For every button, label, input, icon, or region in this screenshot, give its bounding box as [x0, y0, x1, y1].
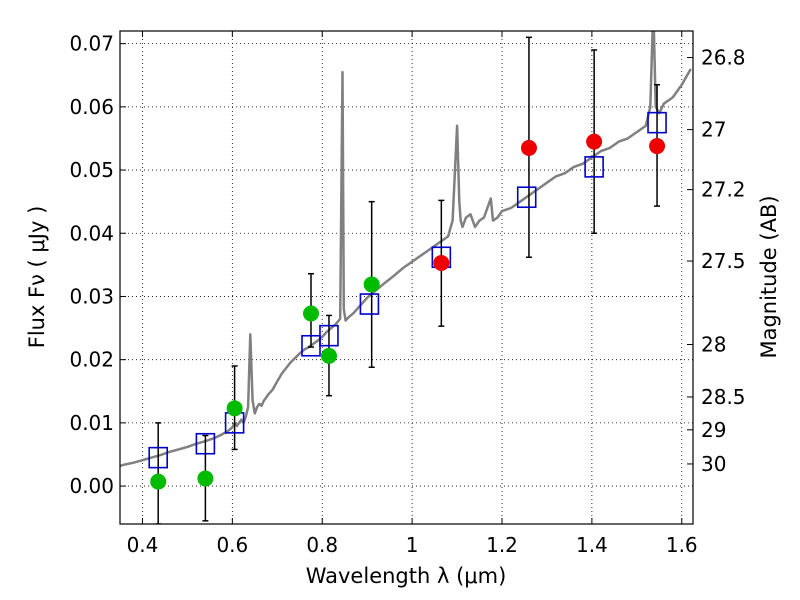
y-tick-label: 0.00: [69, 474, 114, 498]
y-tick-label: 0.03: [69, 284, 114, 308]
x-tick-label: 0.8: [306, 533, 338, 557]
y-tick-label: 0.05: [69, 158, 114, 182]
observed-point: [197, 470, 214, 487]
x-tick-label: 1.6: [666, 533, 698, 557]
model-photometry-square: [647, 111, 667, 134]
model-photometry-square: [195, 432, 216, 455]
model-photometry-square: [516, 186, 537, 209]
marker-layer: [148, 111, 667, 490]
model-photometry-square: [359, 293, 380, 315]
y-axis-title: Flux Fν ( μJy ): [25, 206, 49, 349]
y-right-tick-label: 26.8: [701, 46, 746, 70]
y-tick-label: 0.07: [69, 32, 114, 56]
plot-frame: [119, 30, 694, 525]
y-right-tick-label: 27.2: [701, 178, 746, 202]
observed-point: [320, 347, 337, 364]
y-right-tick-label: 27: [701, 118, 726, 142]
y-right-tick-label: 28: [701, 332, 726, 356]
y-tick-label: 0.04: [69, 221, 114, 245]
y-tick-label: 0.06: [69, 95, 114, 119]
observed-point: [303, 305, 319, 322]
observed-point: [363, 276, 380, 293]
x-tick-label: 1.2: [486, 533, 518, 557]
observed-point: [226, 400, 243, 417]
y-right-tick-label: 30: [701, 452, 726, 476]
observed-point: [433, 254, 450, 271]
x-tick-label: 1.4: [576, 533, 608, 557]
model-spectrum-line: [120, 31, 692, 468]
spectrum-layer: [120, 31, 692, 468]
model-photometry-square: [584, 156, 604, 178]
observed-point: [586, 133, 603, 150]
x-tick-label: 0.6: [216, 533, 248, 557]
x-axis-title: Wavelength λ (μm): [306, 564, 507, 588]
y-axis-right-title: Magnitude (AB): [757, 195, 781, 358]
plot-background: [120, 31, 693, 524]
x-tick-label: 0.4: [127, 533, 159, 557]
observed-point: [150, 473, 167, 490]
y-tick-label: 0.02: [69, 348, 114, 372]
model-photometry-square: [148, 446, 168, 469]
observed-point: [649, 138, 666, 155]
y-tick-label: 0.01: [69, 411, 114, 435]
y-right-tick-label: 28.5: [701, 385, 746, 409]
observed-point: [520, 139, 537, 156]
y-right-tick-label: 27.5: [701, 249, 746, 273]
y-right-tick-label: 29: [701, 418, 726, 442]
x-tick-label: 1: [406, 533, 419, 557]
model-photometry-square: [319, 324, 339, 347]
ticks-layer: 0.4 0.6 0.8 1 1.2 1.4 1.6 0.00 0.01 0.02 0.03 0.04 0…: [69, 31, 746, 557]
